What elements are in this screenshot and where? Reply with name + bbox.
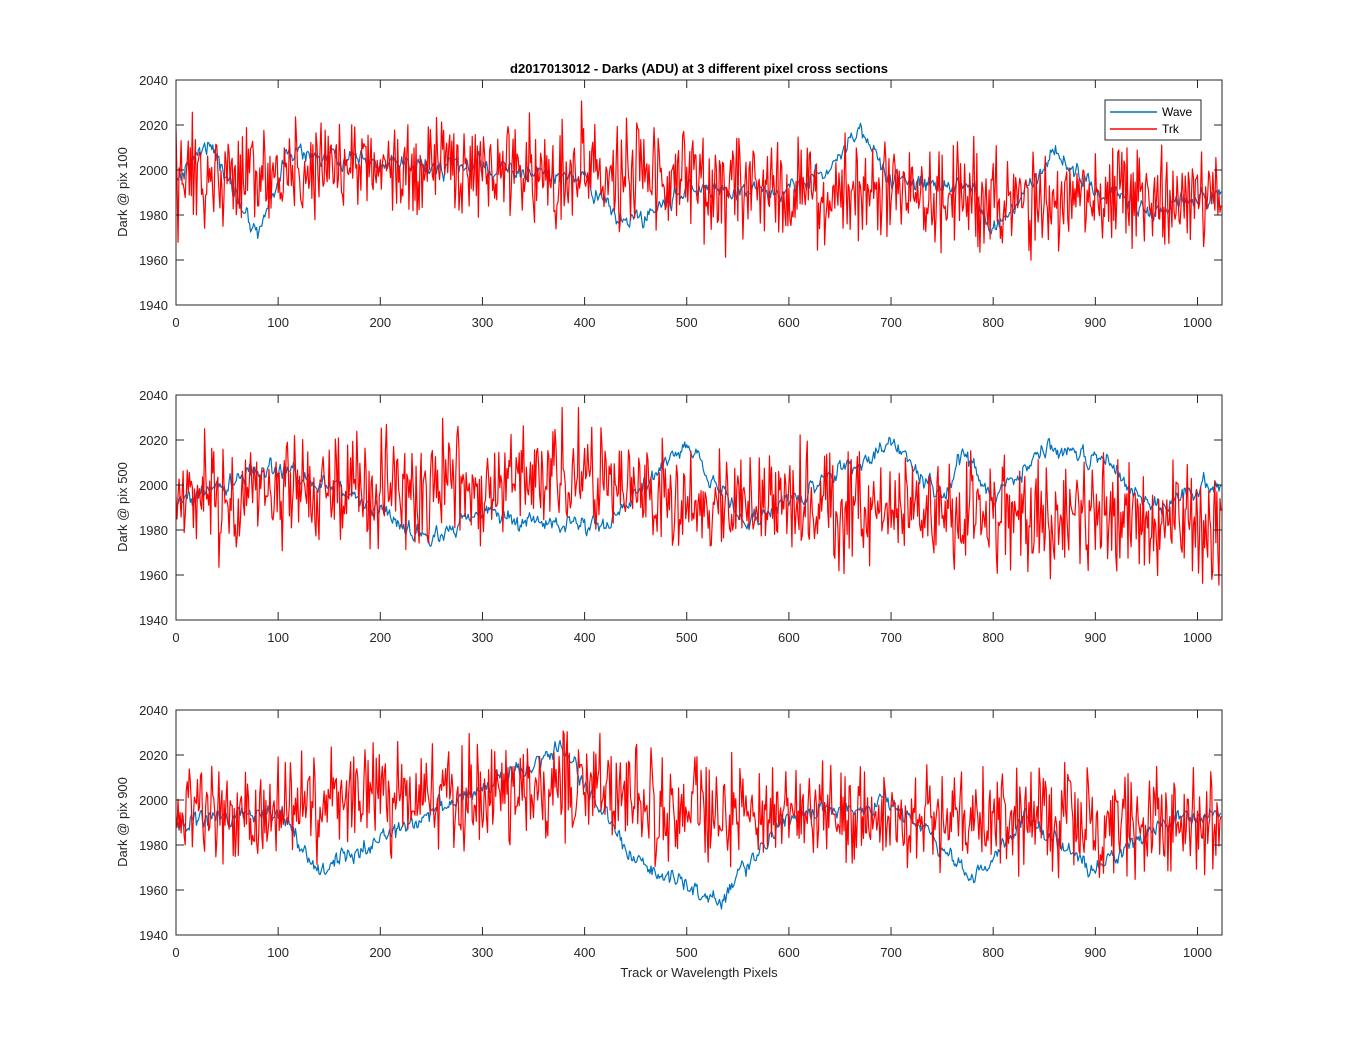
legend-trk-label: Trk: [1162, 122, 1180, 136]
series-trk-line: [176, 406, 1222, 586]
x-tick-label: 400: [574, 315, 596, 330]
x-tick-label: 200: [369, 315, 391, 330]
x-tick-label: 1000: [1183, 945, 1212, 960]
x-tick-label: 800: [982, 945, 1004, 960]
y-tick-label: 1980: [139, 208, 168, 223]
x-tick-label: 300: [472, 315, 494, 330]
ylabel-panel-3: Dark @ pix 900: [115, 777, 130, 867]
legend-box: [1104, 99, 1202, 141]
y-tick-label: 2020: [139, 748, 168, 763]
x-tick-label: 0: [172, 945, 179, 960]
x-tick-label: 500: [676, 945, 698, 960]
x-tick-label: 600: [778, 315, 800, 330]
x-tick-label: 400: [574, 630, 596, 645]
figure-title: d2017013012 - Darks (ADU) at 3 different…: [510, 61, 888, 76]
x-tick-label: 300: [472, 945, 494, 960]
x-tick-label: 700: [880, 630, 902, 645]
axes-box: [175, 394, 1223, 621]
y-tick-label: 1940: [139, 613, 168, 628]
x-tick-label: 700: [880, 945, 902, 960]
legend: Wave Trk: [1104, 99, 1202, 141]
x-tick-label: 400: [574, 945, 596, 960]
xlabel: Track or Wavelength Pixels: [620, 965, 778, 980]
axes-box: [175, 79, 1223, 306]
x-tick-label: 0: [172, 315, 179, 330]
x-tick-label: 800: [982, 630, 1004, 645]
ylabel-panel-2: Dark @ pix 500: [115, 462, 130, 552]
y-tick-label: 2040: [139, 388, 168, 403]
y-tick-label: 1980: [139, 838, 168, 853]
y-tick-label: 2040: [139, 703, 168, 718]
x-tick-label: 1000: [1183, 630, 1212, 645]
y-tick-label: 1960: [139, 253, 168, 268]
x-tick-label: 200: [369, 945, 391, 960]
y-tick-label: 1940: [139, 928, 168, 943]
y-tick-label: 2000: [139, 793, 168, 808]
x-tick-label: 1000: [1183, 315, 1212, 330]
y-tick-label: 2020: [139, 433, 168, 448]
y-tick-label: 1960: [139, 883, 168, 898]
panel-pix-100: Dark @ pix 100 0 100 200 300 400 500 600 700 800…: [115, 73, 1223, 330]
x-tick-label: 100: [267, 945, 289, 960]
x-tick-label: 700: [880, 315, 902, 330]
y-tick-label: 2020: [139, 118, 168, 133]
x-tick-label: 300: [472, 630, 494, 645]
x-tick-label: 100: [267, 315, 289, 330]
series-wave-line: [176, 436, 1222, 547]
x-tick-label: 100: [267, 630, 289, 645]
ylabel-panel-1: Dark @ pix 100: [115, 147, 130, 237]
series-trk-line: [176, 100, 1222, 261]
y-tick-label: 2040: [139, 73, 168, 88]
x-tick-label: 600: [778, 630, 800, 645]
panel-pix-900: Dark @ pix 900 0 100 200 300 400 500 600 700 800…: [115, 703, 1223, 960]
x-tick-label: 800: [982, 315, 1004, 330]
panel-pix-500: Dark @ pix 500 0 100 200 300 400 500 600 700 800…: [115, 388, 1223, 645]
series-trk-line: [176, 730, 1222, 880]
x-tick-label: 500: [676, 315, 698, 330]
y-tick-label: 2000: [139, 478, 168, 493]
y-tick-label: 2000: [139, 163, 168, 178]
x-tick-label: 900: [1084, 315, 1106, 330]
x-tick-label: 600: [778, 945, 800, 960]
y-tick-label: 1960: [139, 568, 168, 583]
y-tick-label: 1940: [139, 298, 168, 313]
y-tick-label: 1980: [139, 523, 168, 538]
x-tick-label: 0: [172, 630, 179, 645]
x-tick-label: 500: [676, 630, 698, 645]
legend-wave-label: Wave: [1162, 105, 1193, 119]
axes-box: [175, 709, 1223, 936]
x-tick-label: 900: [1084, 945, 1106, 960]
x-tick-label: 900: [1084, 630, 1106, 645]
x-tick-label: 200: [369, 630, 391, 645]
